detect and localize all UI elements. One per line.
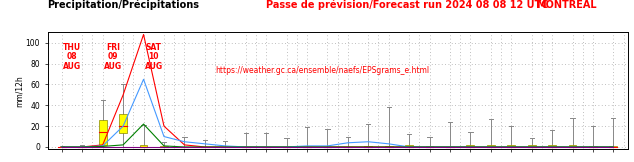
- Bar: [589, 146, 597, 147]
- Bar: [405, 145, 413, 147]
- Text: 10: 10: [148, 52, 159, 61]
- Bar: [569, 145, 576, 147]
- Bar: [507, 145, 515, 147]
- Text: SAT: SAT: [146, 43, 162, 52]
- Text: Precipitation/Précipitations: Precipitation/Précipitations: [48, 0, 200, 11]
- Text: AUG: AUG: [63, 62, 81, 71]
- Bar: [609, 146, 618, 147]
- Text: 09: 09: [108, 52, 118, 61]
- Bar: [487, 145, 495, 147]
- Text: AUG: AUG: [104, 62, 122, 71]
- Text: FRI: FRI: [106, 43, 120, 52]
- Bar: [139, 145, 148, 147]
- Text: THU: THU: [63, 43, 81, 52]
- Bar: [527, 145, 536, 147]
- Bar: [160, 146, 168, 147]
- Bar: [548, 145, 556, 147]
- Bar: [467, 145, 474, 147]
- Text: https://weather.gc.ca/ensemble/naefs/EPSgrams_e.html: https://weather.gc.ca/ensemble/naefs/EPS…: [215, 66, 429, 75]
- Text: AUG: AUG: [145, 62, 163, 71]
- Y-axis label: mm/12h: mm/12h: [15, 75, 24, 107]
- Bar: [425, 146, 434, 147]
- Bar: [119, 114, 127, 133]
- Bar: [365, 146, 372, 147]
- Text: MONTREAL: MONTREAL: [536, 0, 597, 10]
- Text: 08: 08: [67, 52, 77, 61]
- Bar: [385, 146, 392, 147]
- Text: Passe de prévision/Forecast run 2024 08 08 12 UTC: Passe de prévision/Forecast run 2024 08 …: [266, 0, 549, 11]
- Bar: [99, 120, 107, 145]
